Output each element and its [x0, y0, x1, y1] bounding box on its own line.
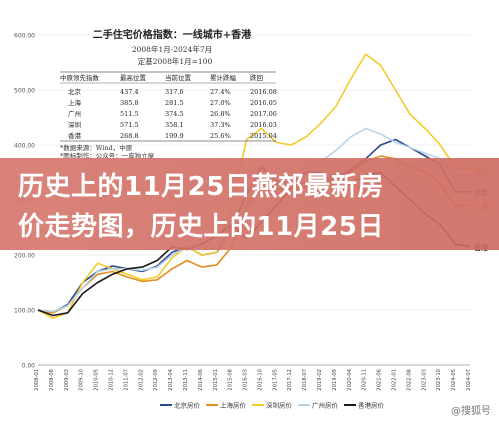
table-cell: 2017.06 — [250, 110, 277, 118]
x-tick-label: 2013-04 — [168, 368, 174, 390]
table-header: 中原领先指数 最高位置 当前位置 累计跌幅 跌回 — [60, 73, 263, 82]
table-cell: 199.9 — [165, 132, 184, 140]
table-cell: 广州 — [68, 109, 81, 118]
table-cell: 511.5 — [120, 110, 139, 118]
table-cell: 深圳 — [68, 120, 81, 129]
y-tick-label: 500.00 — [14, 88, 35, 95]
y-tick-label: 100.00 — [14, 308, 35, 315]
legend-label-guangzhou: 广州房价 — [312, 401, 339, 410]
legend: 北京房价 上海房价 深圳房价 广州房价 香港房价 — [160, 401, 385, 410]
table-header-cell: 累计跌幅 — [210, 73, 237, 82]
source-watermark: @搜狐号 — [451, 406, 491, 417]
y-tick-label: 600.00 — [14, 33, 35, 40]
table-cell: 2016.08 — [250, 88, 277, 96]
table-rows: 北京 437.4 317.6 27.4% 2016.08 上海 385.8 281.5 27.0… — [68, 87, 277, 140]
table-cell: 25.6% — [210, 132, 231, 140]
table-cell: 26.8% — [210, 110, 231, 118]
x-tick-label: 2020-04 — [347, 368, 353, 390]
banner-title-line-1: 历史上的11月25日燕郊最新房 — [18, 172, 384, 202]
table-note-credit: *图标制作：公众号：一座独立屋 — [60, 151, 155, 160]
chart-subtitle-2: 定基2008年1月=100 — [138, 56, 213, 66]
data-table: 中原领先指数 最高位置 当前位置 累计跌幅 跌回 北京 437.4 317.6 27.4% 20… — [60, 71, 277, 160]
x-tick-label: 2009-10 — [79, 369, 85, 391]
table-cell: 北京 — [68, 87, 82, 96]
x-tick-label: 2008-08 — [49, 369, 55, 391]
legend-label-hongkong: 香港房价 — [358, 401, 385, 410]
table-note-source: *数据来源：Wind，中原 — [60, 143, 133, 152]
y-tick-label: 0.00 — [22, 363, 36, 370]
x-tick-label: 2009-03 — [64, 369, 70, 391]
table-cell: 2016.05 — [250, 99, 277, 107]
x-tick-label: 2010-05 — [94, 369, 100, 391]
x-tick-label: 2022-01 — [392, 369, 398, 391]
table-cell: 27.4% — [210, 88, 231, 96]
series-line-shenzhen — [37, 53, 471, 320]
x-tick-label: 2015-01 — [213, 369, 219, 391]
x-tick-label: 2023-10 — [436, 369, 442, 391]
x-tick-label: 2012-09 — [153, 369, 159, 391]
x-tick-label: 2014-06 — [198, 369, 204, 391]
table-cell: 317.6 — [165, 88, 184, 96]
y-tick-label: 400.00 — [14, 143, 35, 150]
x-tick-label: 2013-11 — [183, 369, 189, 391]
x-tick-label: 2011-07 — [123, 369, 129, 391]
table-cell: 385.8 — [120, 99, 139, 107]
x-tick-label: 2023-03 — [421, 369, 427, 391]
table-header-cell: 中原领先指数 — [60, 73, 100, 82]
x-tick-label: 2017-12 — [287, 369, 293, 391]
table-cell: 268.8 — [120, 132, 139, 140]
x-tick-label: 2016-03 — [243, 369, 249, 391]
table-header-cell: 跌回 — [250, 73, 263, 82]
x-tick-label: 2012-02 — [138, 369, 144, 391]
table-cell: 358.1 — [165, 121, 184, 129]
table-cell: 281.5 — [165, 99, 184, 107]
table-header-cell: 最高位置 — [120, 73, 147, 82]
y-tick-label: 200.00 — [14, 253, 35, 260]
x-tick-label: 2018-07 — [302, 369, 308, 391]
table-cell: 37.3% — [210, 121, 231, 129]
table-header-cell: 当前位置 — [165, 73, 192, 82]
table-cell: 2015.04 — [250, 132, 277, 140]
legend-label-shanghai: 上海房价 — [220, 401, 247, 410]
x-tick-label: 2021-06 — [377, 369, 383, 391]
x-tick-labels: 2008-01 2008-08 2009-03 2009-10 2010-05 2010-… — [34, 368, 472, 390]
table-cell: 571.5 — [120, 121, 139, 129]
x-tick-label: 2024-07 — [466, 369, 472, 391]
x-tick-label: 2008-01 — [34, 369, 40, 391]
x-tick-label: 2019-09 — [332, 369, 338, 391]
title-banner: 历史上的11月25日燕郊最新房 价走势图，历史上的11月25日 — [0, 158, 499, 250]
x-tick-label: 2024-05 — [451, 369, 457, 391]
table-cell: 437.4 — [120, 88, 139, 96]
table-cell: 374.5 — [165, 110, 184, 118]
x-tick-label: 2015-08 — [228, 369, 234, 391]
x-tick-label: 2022-08 — [406, 369, 412, 391]
x-tick-label: 2010-12 — [108, 369, 114, 391]
x-tick-label: 2020-11 — [362, 369, 368, 391]
legend-label-beijing: 北京房价 — [174, 401, 201, 410]
x-tick-label: 2017-05 — [272, 369, 278, 391]
table-cell: 2016.03 — [250, 121, 277, 129]
table-cell: 上海 — [68, 98, 82, 107]
banner-title-line-2: 价走势图，历史上的11月25日 — [18, 212, 384, 242]
x-tick-label: 2019-02 — [317, 369, 323, 391]
table-cell: 27.0% — [210, 99, 231, 107]
chart-title: 二手住宅价格指数：一线城市+香港 — [93, 28, 252, 41]
title-block: 二手住宅价格指数：一线城市+香港 2008年1月-2024年7月 定基2008年… — [93, 28, 252, 66]
chart-subtitle-1: 2008年1月-2024年7月 — [132, 44, 212, 54]
legend-label-shenzhen: 深圳房价 — [266, 401, 293, 410]
table-cell: 香港 — [68, 131, 82, 140]
x-tick-label: 2016-10 — [257, 369, 263, 391]
